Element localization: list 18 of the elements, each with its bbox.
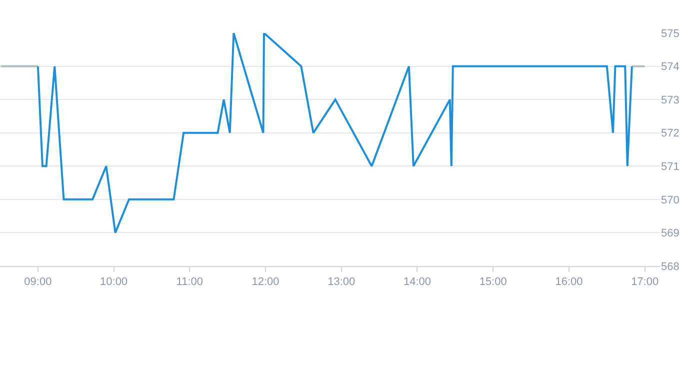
y-tick-label: 572 — [661, 128, 680, 140]
x-tick-label: 17:00 — [631, 276, 659, 288]
x-tick-label: 16:00 — [555, 276, 583, 288]
y-tick-label: 568 — [661, 260, 680, 273]
x-tick-label: 09:00 — [24, 276, 52, 288]
y-tick-label: 570 — [661, 194, 680, 206]
y-tick-label: 573 — [661, 94, 680, 106]
x-tick-label: 13:00 — [328, 276, 356, 288]
x-tick-label: 12:00 — [252, 276, 280, 288]
x-tick-label: 14:00 — [403, 276, 432, 288]
y-tick-label: 569 — [661, 228, 680, 240]
y-tick-label: 571 — [661, 160, 680, 173]
x-tick-label: 11:00 — [176, 276, 204, 288]
line-series — [36, 33, 633, 234]
y-tick-label: 574 — [661, 61, 680, 74]
x-tick-label: 15:00 — [479, 276, 507, 288]
x-tick-label: 10:00 — [100, 276, 128, 288]
y-tick-label: 575 — [661, 28, 680, 40]
